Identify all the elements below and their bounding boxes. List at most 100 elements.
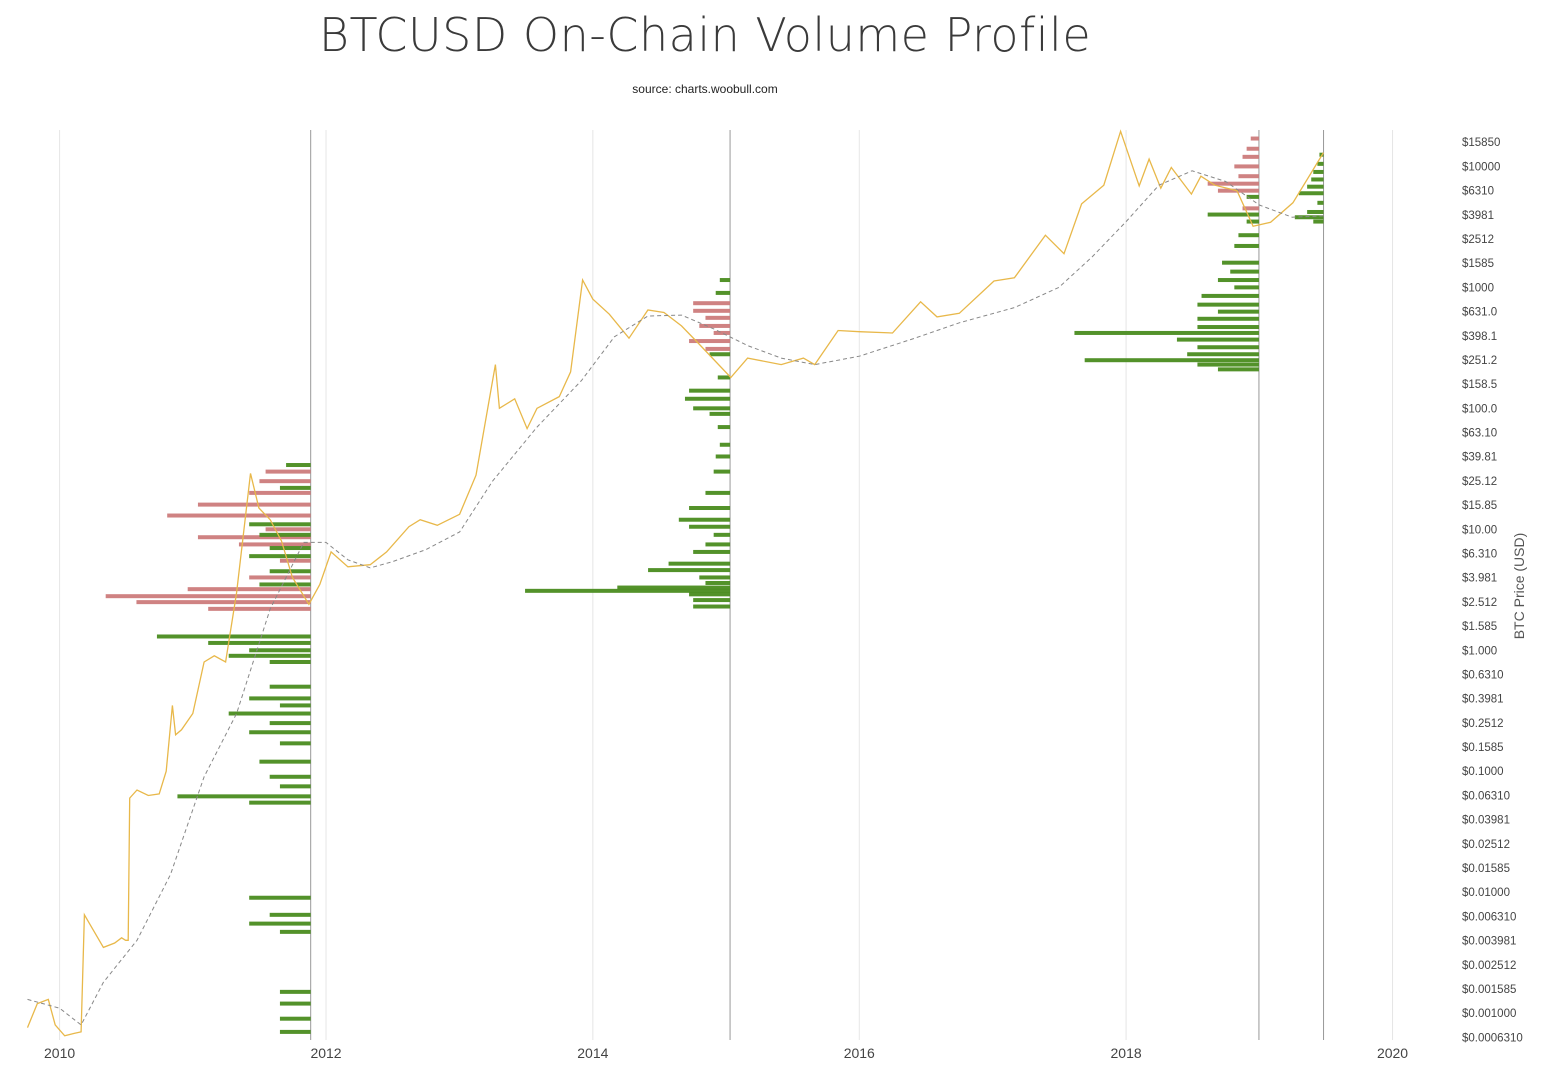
volume-bar (693, 308, 731, 313)
volume-bar (265, 469, 311, 474)
volume-bar (279, 741, 311, 746)
volume-bar (719, 278, 731, 283)
volume-bar (699, 575, 731, 580)
volume-bar (249, 554, 311, 559)
volume-bar (259, 479, 311, 484)
volume-bar (617, 585, 731, 590)
volume-bar (1246, 219, 1259, 224)
volume-bar (713, 330, 731, 335)
volume-bar (269, 912, 311, 917)
volume-bar (719, 442, 731, 447)
volume-bar (269, 721, 311, 726)
y-tick-label: $2512 (1462, 234, 1494, 246)
volume-bar (705, 542, 731, 547)
volume-bar (249, 522, 311, 527)
volume-bar (279, 989, 311, 994)
volume-bar (279, 485, 311, 490)
volume-bar (689, 524, 731, 529)
y-tick-label: $398.1 (1462, 331, 1497, 343)
volume-bar (1238, 233, 1259, 238)
volume-bar (717, 375, 731, 380)
volume-bar (1234, 164, 1259, 169)
y-tick-label: $0.6310 (1462, 669, 1504, 681)
volume-bar (1176, 337, 1259, 342)
volume-bar (156, 634, 311, 639)
volume-bar (249, 648, 311, 653)
volume-bar (1197, 345, 1259, 350)
volume-bar (1207, 181, 1259, 186)
volume-bar (249, 895, 311, 900)
volume-bar (1217, 309, 1259, 314)
y-tick-label: $0.01585 (1462, 863, 1510, 875)
volume-bar (709, 411, 731, 416)
y-tick-label: $1.000 (1462, 645, 1497, 657)
volume-bar (713, 532, 731, 537)
volume-bar (279, 1001, 311, 1006)
volume-bar (705, 346, 731, 351)
volume-bar (1201, 293, 1259, 298)
volume-bar (279, 1029, 311, 1034)
volume-bar (249, 730, 311, 735)
volume-bar (715, 454, 731, 459)
volume-bar (684, 396, 731, 401)
volume-bar (1197, 316, 1259, 321)
volume-bar (249, 696, 311, 701)
volume-bar (678, 517, 731, 522)
y-tick-label: $2.512 (1462, 597, 1497, 609)
volume-bar (279, 558, 311, 563)
y-tick-label: $0.06310 (1462, 790, 1510, 802)
y-axis: $15850 $10000 $6310 $3981 $2512 $1585 $1000 $63… (1462, 137, 1523, 1044)
volume-bar (177, 794, 311, 799)
volume-bar (279, 929, 311, 934)
volume-bar (1230, 269, 1259, 274)
volume-bar (1207, 212, 1259, 217)
y-tick-label: $3.981 (1462, 573, 1497, 585)
volume-bar (1234, 285, 1259, 290)
y-tick-label: $0.01000 (1462, 887, 1510, 899)
volume-bar (249, 800, 311, 805)
volume-bar (1242, 154, 1259, 159)
volume-bar (1250, 136, 1259, 141)
y-tick-label: $0.0006310 (1462, 1032, 1523, 1044)
volume-bar (717, 425, 731, 430)
volume-bar (259, 582, 311, 587)
volume-bar (1187, 352, 1259, 357)
volume-bar (705, 490, 731, 495)
y-tick-label: $0.2512 (1462, 718, 1504, 730)
y-tick-label: $15850 (1462, 137, 1500, 149)
volume-bar (1313, 219, 1324, 224)
volume-bar (1222, 260, 1259, 265)
y-tick-label: $0.3981 (1462, 694, 1504, 706)
volume-bar (693, 301, 731, 306)
y-tick-label: $10.00 (1462, 524, 1497, 536)
volume-bar (1217, 367, 1259, 372)
y-tick-label: $3981 (1462, 210, 1494, 222)
y-tick-label: $15.85 (1462, 500, 1497, 512)
volume-bar (1197, 302, 1259, 307)
volume-bar (249, 575, 311, 580)
volume-bar (269, 684, 311, 689)
volume-bar (279, 1016, 311, 1021)
volume-bar (269, 774, 311, 779)
volume-bar (699, 323, 731, 328)
y-tick-label: $1000 (1462, 282, 1494, 294)
y-tick-label: $0.001000 (1462, 1008, 1516, 1020)
volume-bar (648, 568, 731, 573)
volume-bar (1317, 200, 1324, 205)
y-tick-label: $6.310 (1462, 548, 1497, 560)
volume-bar (693, 549, 731, 554)
volume-bar (208, 606, 311, 611)
volume-bar (228, 711, 311, 716)
volume-bar (1246, 194, 1259, 199)
x-tick-label: 2012 (310, 1045, 341, 1061)
x-tick-label: 2016 (844, 1045, 875, 1061)
y-tick-label: $0.02512 (1462, 839, 1510, 851)
volume-bar (105, 594, 311, 599)
y-tick-label: $1.585 (1462, 621, 1497, 633)
volume-bar (286, 463, 311, 468)
x-tick-label: 2014 (577, 1045, 608, 1061)
volume-bar (1313, 169, 1324, 174)
volume-bar (197, 502, 311, 507)
volume-bar (238, 542, 311, 547)
y-tick-label: $0.1000 (1462, 766, 1504, 778)
